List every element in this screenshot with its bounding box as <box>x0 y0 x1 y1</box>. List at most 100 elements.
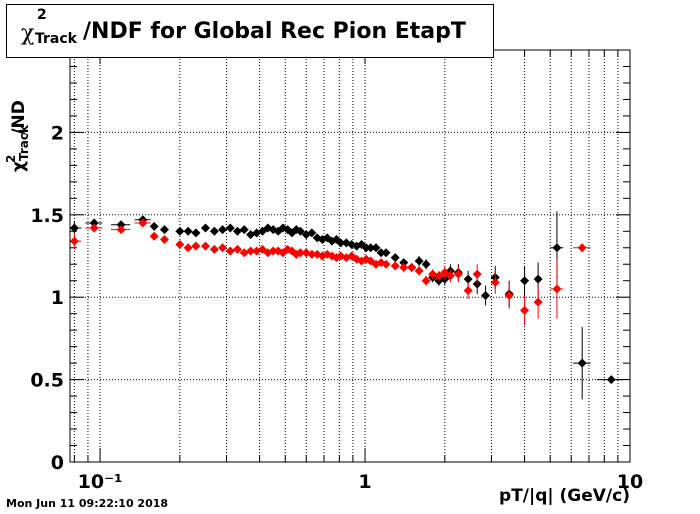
point-marker <box>366 243 376 253</box>
chart-title: χ 2 Track /NDF for Global Rec Pion EtapT <box>6 4 494 58</box>
x-axis-label: pT/|q| (GeV/c) <box>499 486 630 506</box>
data-point <box>183 226 193 236</box>
data-point <box>573 326 591 400</box>
data-point <box>366 243 376 253</box>
point-marker <box>381 248 391 258</box>
data-point <box>191 241 201 251</box>
point-marker <box>504 291 514 301</box>
data-point <box>232 226 242 236</box>
point-marker <box>399 258 409 268</box>
point-marker <box>421 276 431 286</box>
data-point <box>341 253 351 263</box>
data-point <box>481 285 491 306</box>
point-marker <box>183 243 193 253</box>
title-text: /NDF for Global Rec Pion EtapT <box>83 18 466 44</box>
data-point <box>520 265 530 296</box>
point-marker <box>69 236 79 246</box>
point-marker <box>390 253 400 263</box>
data-point <box>149 221 159 231</box>
data-point <box>218 243 228 253</box>
data-point <box>111 220 131 230</box>
data-point <box>69 232 82 250</box>
data-point <box>596 375 625 385</box>
point-marker <box>218 243 228 253</box>
point-marker <box>201 223 211 233</box>
data-point <box>209 226 219 236</box>
data-point <box>573 243 591 253</box>
point-marker <box>89 223 99 233</box>
data-point <box>111 225 131 235</box>
point-marker <box>463 274 473 284</box>
data-point <box>301 248 311 258</box>
data-point <box>201 223 211 233</box>
point-marker <box>232 244 242 254</box>
data-point <box>399 263 409 273</box>
point-marker <box>490 277 500 287</box>
point-marker <box>175 226 185 236</box>
point-marker <box>331 253 341 263</box>
point-marker <box>191 228 201 238</box>
point-marker <box>307 228 317 238</box>
data-point <box>85 218 103 228</box>
point-marker <box>218 225 228 235</box>
data-point <box>520 295 530 326</box>
y-tick-label: 0 <box>51 452 64 474</box>
point-marker <box>336 238 346 248</box>
data-point <box>421 275 431 286</box>
point-marker <box>295 248 305 258</box>
y-axis-label: χTrack2/ND <box>2 60 46 172</box>
point-marker <box>552 284 562 294</box>
chi-square-symbol: χ 2 Track <box>21 7 77 47</box>
point-marker <box>453 269 463 279</box>
point-marker <box>341 253 351 263</box>
point-marker <box>209 244 219 254</box>
data-point <box>201 241 211 251</box>
y-tick-label: 2 <box>51 122 64 144</box>
data-point <box>381 248 391 258</box>
data-point <box>159 225 169 235</box>
point-marker <box>520 305 530 315</box>
point-marker <box>533 274 543 284</box>
data-point <box>414 265 424 276</box>
data-point <box>225 246 235 256</box>
point-marker <box>295 226 305 236</box>
point-marker <box>552 243 562 253</box>
data-point <box>218 225 228 235</box>
data-point <box>175 226 185 236</box>
point-marker <box>183 226 193 236</box>
point-marker <box>407 263 417 273</box>
data-point <box>490 270 500 294</box>
point-marker <box>116 220 126 230</box>
point-marker <box>175 239 185 249</box>
point-marker <box>138 218 148 228</box>
data-point <box>295 226 305 236</box>
point-marker <box>225 246 235 256</box>
point-marker <box>533 297 543 307</box>
x-tick-label: 10⁻¹ <box>78 471 123 493</box>
data-point <box>307 228 317 238</box>
point-marker <box>577 358 587 368</box>
data-point <box>336 238 346 248</box>
point-marker <box>577 243 587 253</box>
point-marker <box>232 226 242 236</box>
data-point <box>225 223 235 233</box>
point-marker <box>421 259 431 269</box>
point-marker <box>239 225 249 235</box>
data-point <box>232 244 242 254</box>
point-marker <box>159 225 169 235</box>
data-point <box>69 221 82 235</box>
data-point <box>463 282 473 299</box>
point-marker <box>390 261 400 271</box>
point-marker <box>434 271 444 281</box>
data-point <box>239 225 249 235</box>
point-marker <box>371 243 381 253</box>
data-point <box>85 223 103 233</box>
x-tick-label: 10 <box>617 471 643 493</box>
point-marker <box>520 276 530 286</box>
data-point <box>407 263 417 273</box>
point-marker <box>376 248 386 258</box>
data-point <box>134 218 151 228</box>
y-tick-label: 1 <box>51 287 64 309</box>
